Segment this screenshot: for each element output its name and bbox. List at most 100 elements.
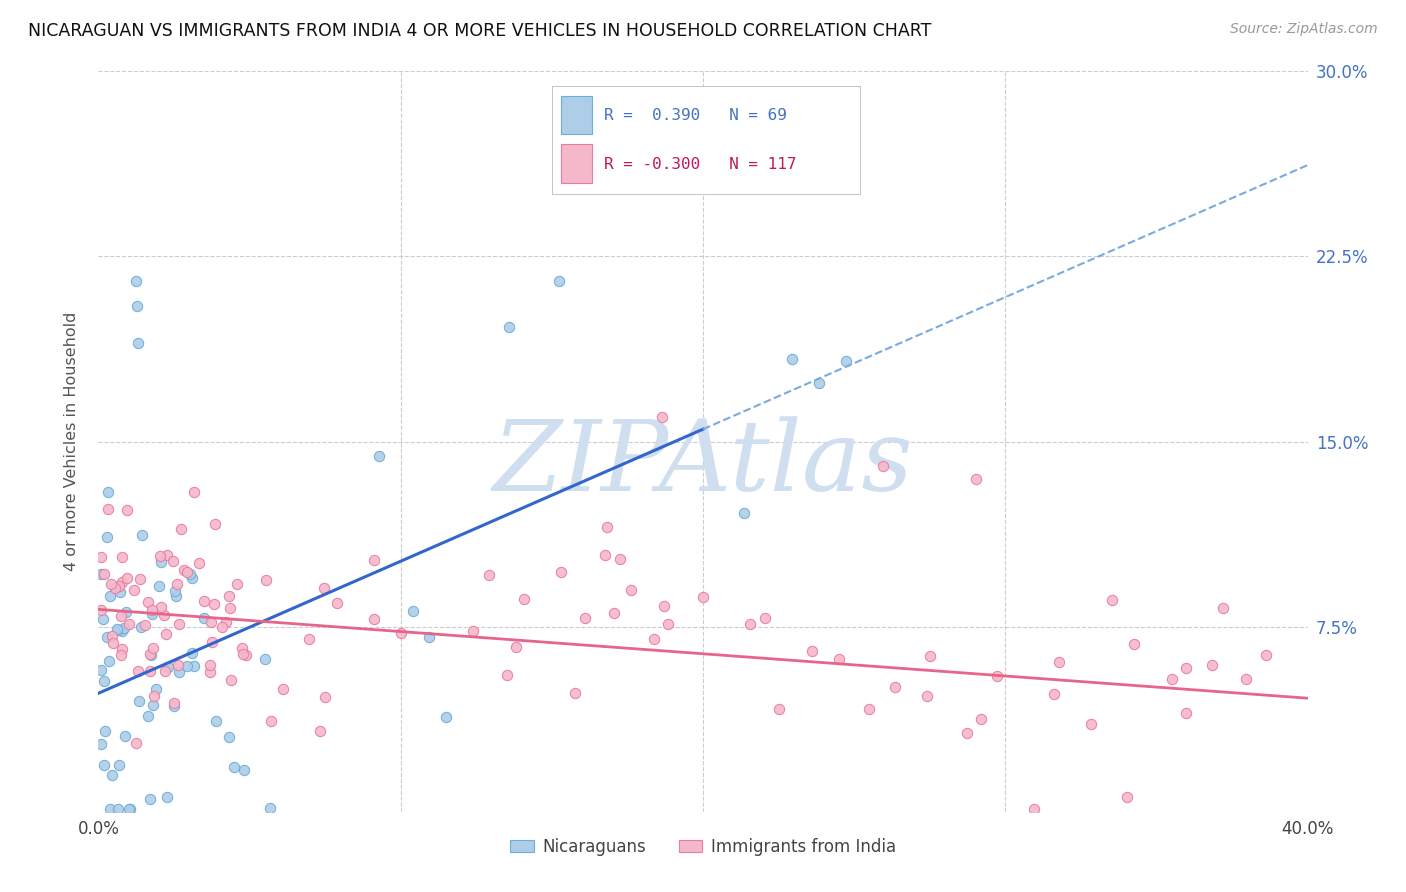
Point — [138, 647, 160, 661]
Point — [179, 567, 201, 582]
Point — [142, 640, 165, 655]
Point — [103, 636, 125, 650]
Point — [169, 616, 191, 631]
Point — [170, 522, 193, 536]
Point — [93, 612, 115, 626]
Point — [114, 606, 136, 620]
Text: ZIPAtlas: ZIPAtlas — [492, 416, 914, 511]
Point — [550, 565, 572, 579]
Point — [326, 596, 349, 610]
Point — [582, 126, 605, 140]
Point — [198, 657, 221, 672]
Point — [108, 584, 131, 599]
Point — [153, 607, 176, 622]
Point — [142, 698, 165, 712]
Point — [593, 548, 616, 562]
Point — [136, 595, 159, 609]
Point — [156, 548, 179, 562]
Text: Source: ZipAtlas.com: Source: ZipAtlas.com — [1230, 22, 1378, 37]
Point — [90, 603, 112, 617]
Point — [165, 589, 187, 603]
Point — [100, 802, 122, 816]
Point — [204, 714, 226, 729]
Point — [1234, 672, 1257, 686]
Point — [111, 624, 134, 639]
Point — [187, 556, 209, 570]
Point — [173, 563, 195, 577]
Point — [1024, 802, 1046, 816]
Point — [835, 354, 858, 368]
Point — [1122, 637, 1144, 651]
Point — [314, 581, 336, 595]
Point — [363, 553, 385, 567]
Point — [118, 802, 141, 816]
Point — [215, 615, 238, 629]
Point — [149, 599, 172, 614]
Point — [183, 659, 205, 673]
Point — [225, 577, 247, 591]
Point — [915, 689, 938, 703]
Point — [148, 579, 170, 593]
Point — [149, 549, 172, 563]
Point — [218, 589, 240, 603]
Point — [884, 680, 907, 694]
Point — [986, 669, 1008, 683]
Point — [254, 573, 277, 587]
Point — [1047, 656, 1070, 670]
Y-axis label: 4 or more Vehicles in Household: 4 or more Vehicles in Household — [65, 312, 79, 571]
Point — [156, 790, 179, 805]
Point — [505, 640, 527, 654]
Point — [620, 582, 643, 597]
Point — [643, 632, 665, 646]
Point — [155, 664, 177, 678]
Point — [141, 602, 163, 616]
Point — [513, 591, 536, 606]
Point — [108, 579, 131, 593]
Point — [131, 528, 153, 542]
Point — [117, 616, 139, 631]
Point — [97, 502, 120, 516]
Point — [183, 484, 205, 499]
Point — [588, 138, 610, 153]
Point — [107, 623, 129, 637]
Point — [155, 626, 177, 640]
Point — [96, 630, 118, 644]
Point — [314, 690, 336, 704]
Point — [100, 577, 122, 591]
Point — [163, 583, 186, 598]
Point — [105, 622, 128, 636]
Point — [180, 571, 202, 585]
Point — [150, 555, 173, 569]
Point — [254, 652, 277, 666]
Point — [434, 710, 457, 724]
Point — [801, 644, 824, 658]
Point — [167, 665, 190, 679]
Point — [1212, 601, 1234, 615]
Point — [110, 648, 132, 662]
Point — [657, 616, 679, 631]
Point — [970, 712, 993, 726]
Point — [120, 802, 142, 816]
Point — [97, 654, 120, 668]
Point — [233, 763, 256, 777]
Point — [101, 768, 124, 782]
Point — [768, 702, 790, 716]
Point — [1101, 592, 1123, 607]
Point — [235, 648, 257, 662]
Point — [181, 647, 204, 661]
Point — [1080, 716, 1102, 731]
Point — [738, 617, 761, 632]
Point — [402, 604, 425, 618]
Point — [858, 702, 880, 716]
Point — [93, 673, 115, 688]
Point — [1160, 672, 1182, 686]
Point — [163, 697, 186, 711]
Point — [1174, 706, 1197, 720]
Point — [564, 686, 586, 700]
Point — [90, 664, 112, 678]
Point — [115, 571, 138, 585]
Point — [129, 572, 152, 586]
Point — [104, 581, 127, 595]
Point — [309, 723, 332, 738]
Point — [97, 484, 120, 499]
